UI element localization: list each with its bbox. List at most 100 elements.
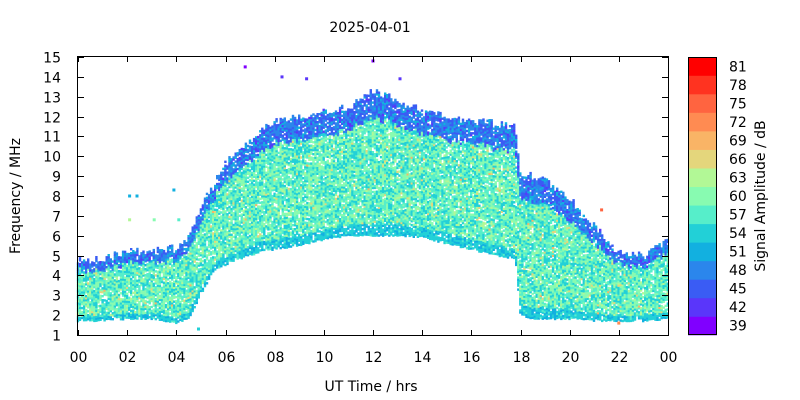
data-point [89,281,92,284]
data-point [205,224,209,227]
data-point [207,243,211,247]
data-point [117,313,121,317]
data-point [183,255,186,259]
data-point [216,196,219,200]
data-point [171,308,174,311]
data-point [201,273,205,277]
data-point [218,216,221,219]
data-point [185,277,188,281]
data-point [136,299,139,302]
data-point [95,265,98,269]
data-point [146,290,149,294]
data-point [134,313,137,316]
data-point [132,313,135,316]
data-point [162,311,166,314]
data-point [183,287,186,291]
data-point [164,258,168,261]
data-point [152,266,155,270]
data-point [189,311,192,315]
data-point [216,222,219,226]
data-point [222,213,225,216]
data-point [300,233,303,237]
data-point [193,258,196,261]
data-point [128,296,131,299]
data-point [134,307,137,310]
data-point [113,269,117,272]
data-point [95,287,98,291]
data-point [197,250,200,253]
data-point [187,266,190,270]
data-point [130,313,133,316]
data-point [103,293,106,296]
data-point [166,294,170,297]
data-point [128,266,131,270]
data-point [232,247,235,250]
data-point [146,286,149,290]
data-point [199,208,203,211]
data-point [220,261,223,264]
data-point [158,288,162,292]
data-point [220,247,223,250]
data-point [203,251,207,254]
data-point [132,255,135,259]
data-point [193,280,196,283]
data-point [117,260,121,263]
data-point [222,205,225,208]
data-point [318,117,321,120]
data-point [138,267,141,270]
data-point [144,283,147,287]
data-point [113,279,117,282]
data-point [132,311,135,314]
data-point [99,268,102,272]
data-point [195,275,198,279]
data-point [177,304,180,307]
data-point [132,301,135,304]
data-point [152,314,155,317]
data-point [226,250,229,254]
data-point [236,171,239,175]
data-point [185,315,188,318]
data-point [216,264,219,267]
data-point [103,277,106,280]
data-point [216,240,219,243]
data-point [87,290,90,293]
data-point [220,193,223,196]
data-point [177,296,180,299]
data-point [199,238,203,241]
data-point [185,301,188,304]
data-point [275,207,278,210]
data-point [113,259,117,262]
data-point [115,252,119,255]
data-point [263,222,266,226]
data-point [173,294,176,297]
data-point [275,118,278,121]
data-point [187,270,190,274]
data-point [222,171,225,174]
data-point [183,293,186,297]
data-point [179,312,182,316]
data-point [191,230,194,233]
data-point [125,310,129,313]
data-point [224,232,227,235]
data-point [222,211,225,214]
data-point [224,257,227,261]
data-point [222,197,225,200]
data-point [140,317,143,320]
data-point [78,304,82,308]
data-point [179,243,182,246]
data-point [101,261,104,264]
data-point [191,297,194,301]
data-point [318,113,321,116]
data-point [82,295,86,298]
data-point [226,232,229,236]
data-point [154,280,157,283]
data-point [140,313,143,317]
data-point [224,251,227,255]
data-point [101,312,104,316]
data-point [207,249,211,253]
data-point [78,308,82,312]
data-point [140,273,143,277]
data-point [117,283,121,287]
data-point [132,297,135,300]
data-point [78,288,82,292]
